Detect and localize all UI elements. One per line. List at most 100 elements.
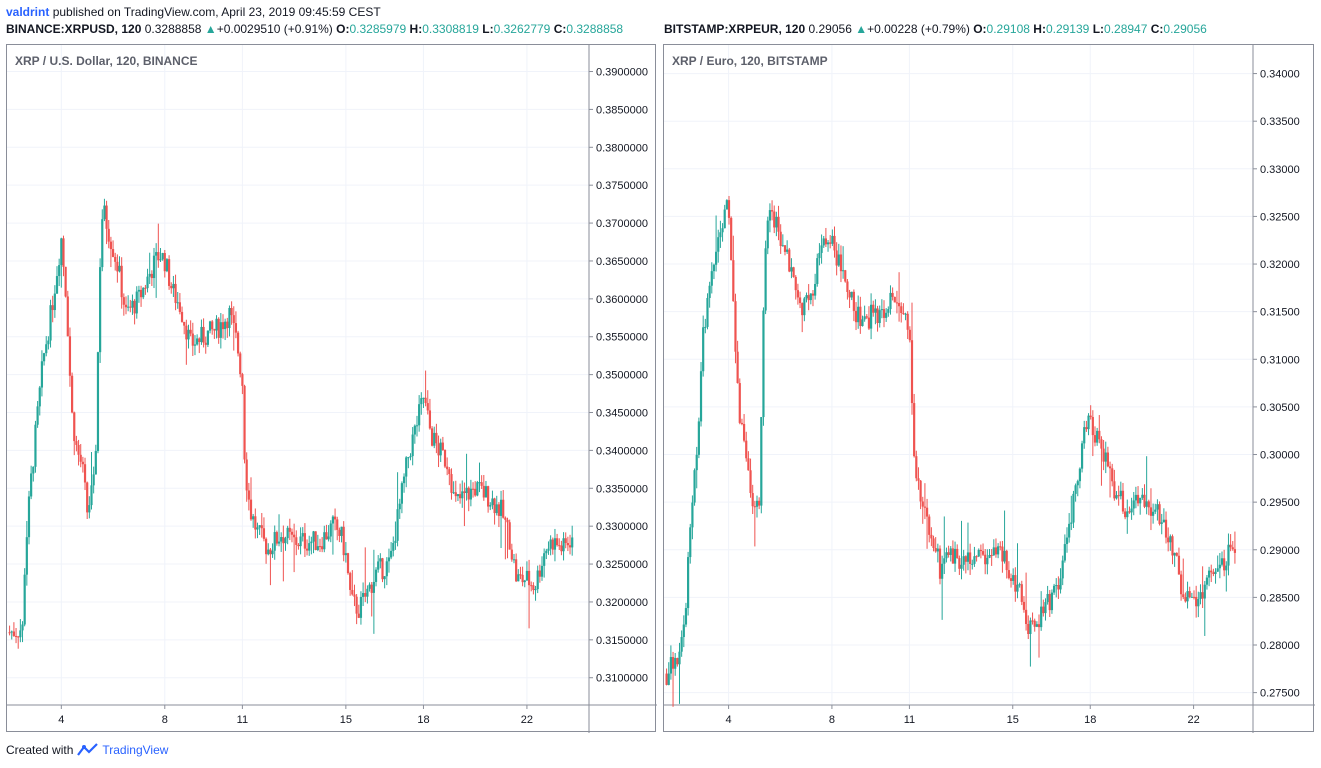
candle-body [443, 449, 447, 467]
candle-body [398, 503, 401, 510]
candle-body [532, 585, 535, 590]
candle-up [495, 495, 498, 516]
candle-down [749, 458, 752, 498]
candle-down [338, 527, 341, 543]
candle-body [83, 464, 87, 483]
candle-body [187, 329, 190, 340]
candle-body [73, 412, 76, 442]
candle-body [282, 537, 285, 544]
candle-body [260, 525, 263, 529]
candle-body [122, 297, 125, 305]
candle-up [36, 401, 39, 428]
candle-up [1218, 552, 1221, 579]
candle-down [1093, 426, 1097, 447]
candle-up [21, 621, 24, 643]
candle-body [852, 291, 855, 311]
candle-body [264, 538, 268, 555]
candle-body [34, 424, 37, 467]
candle-body [364, 593, 367, 597]
candle-up [786, 240, 789, 254]
candle-body [446, 466, 449, 470]
grid-lines [7, 45, 589, 705]
y-tick-label: 0.3650000 [596, 256, 648, 268]
candle-body [1136, 494, 1140, 504]
xrpusd-chart-svg[interactable]: 0.3100000 0.3150000 0.3200000 0.3250000 0.33… [7, 45, 657, 733]
candle-up [1035, 621, 1038, 628]
candle-down [183, 321, 186, 335]
candle-up [258, 525, 261, 535]
open-label: O: [336, 22, 350, 36]
candle-down [51, 295, 54, 323]
candle-down [178, 293, 181, 315]
candle-down [891, 287, 894, 301]
candle-body [161, 253, 164, 260]
tradingview-brand-link[interactable]: TradingView [102, 743, 169, 757]
candle-down [480, 475, 483, 489]
candle-down [463, 482, 466, 527]
candle-body [966, 552, 970, 562]
candle-body [275, 532, 278, 544]
high-label: H: [1033, 22, 1046, 36]
candle-body [407, 457, 410, 459]
candle-down [202, 318, 205, 348]
candle-body [1173, 552, 1176, 556]
candle-body [467, 487, 470, 500]
candle-down [568, 534, 572, 555]
candle-down [895, 290, 899, 314]
candle-body [811, 293, 815, 296]
candle-down [919, 480, 922, 510]
candle-body [159, 259, 162, 261]
chart-panel-xrpeur[interactable]: 0.27500 0.28000 0.28500 0.29000 0.29500 0.300… [663, 44, 1315, 733]
candle-up [308, 535, 311, 556]
candle-up [1076, 479, 1079, 497]
candle-body [878, 310, 881, 324]
candle-down [551, 537, 554, 555]
candle-body [426, 403, 429, 411]
candle-body [1121, 490, 1125, 512]
candle-body [38, 387, 41, 407]
candle-body [947, 552, 950, 555]
candle-down [777, 205, 780, 241]
quote-change: +0.0029510 (+0.91%) [216, 22, 333, 36]
candle-down [75, 435, 78, 452]
candle-body [551, 539, 554, 550]
candle-up [702, 315, 705, 377]
candle-body [964, 556, 967, 562]
candle-down [295, 530, 298, 556]
candle-body [745, 440, 748, 459]
candle-body [1190, 596, 1193, 598]
candle-down [1188, 586, 1191, 599]
candle-up [878, 305, 881, 328]
candle-down [770, 200, 774, 221]
quote-symbol: BINANCE:XRPUSD, 120 [6, 22, 142, 36]
candle-body [717, 237, 720, 252]
candle-up [407, 456, 410, 469]
candle-down [1098, 415, 1101, 444]
candle-body [422, 397, 425, 399]
xrpeur-chart-svg[interactable]: 0.27500 0.28000 0.28500 0.29000 0.29500 0.300… [664, 45, 1315, 733]
chart-panel-xrpusd[interactable]: 0.3100000 0.3150000 0.3200000 0.3250000 0.33… [6, 44, 657, 733]
candle-body [687, 557, 690, 609]
candle-body [355, 596, 358, 614]
candle-body [176, 302, 179, 304]
candle-body [1100, 439, 1103, 449]
candle-body [831, 235, 834, 244]
candle-body [1167, 537, 1170, 543]
candle-body [502, 499, 505, 518]
candle-body [842, 270, 845, 272]
candle-up [1063, 534, 1066, 563]
candle-body [986, 557, 989, 565]
candle-body [1201, 592, 1204, 599]
author-link[interactable]: valdrint [6, 5, 50, 19]
candle-down [852, 289, 855, 322]
candle-down [1121, 482, 1125, 514]
candle-up [422, 397, 425, 408]
y-tick-label: 0.27500 [1260, 688, 1300, 700]
candle-body [174, 283, 177, 303]
chart-title: XRP / U.S. Dollar, 120, BINANCE [15, 54, 198, 68]
candle-down [293, 523, 296, 573]
candle-body [297, 544, 300, 547]
candle-up [936, 543, 939, 563]
candle-down [1117, 485, 1120, 506]
candle-down [1020, 580, 1023, 606]
